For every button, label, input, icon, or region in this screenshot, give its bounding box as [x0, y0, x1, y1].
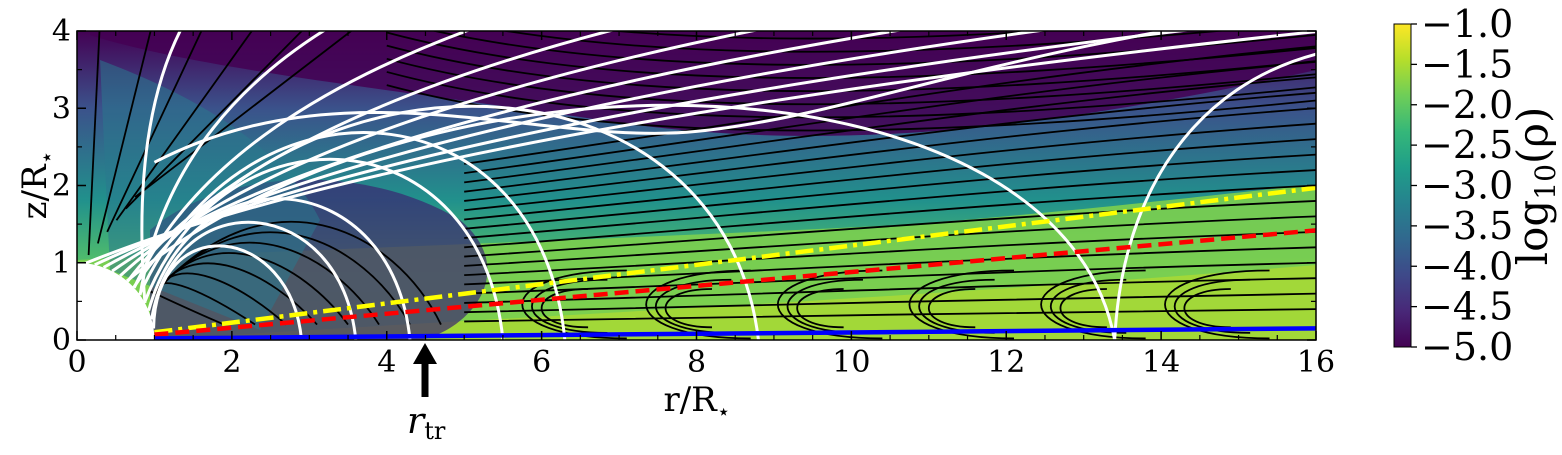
x-tick-label: 12 [987, 345, 1025, 380]
colorbar-tick-label: −1.5 [1421, 42, 1513, 86]
y-axis-ticks: 0 1 2 3 4 [52, 14, 1316, 358]
closed-field-line [150, 220, 358, 340]
streamline [464, 292, 1316, 314]
colorbar-tick-label: −1.0 [1421, 2, 1513, 46]
disk-loop-streamline [1164, 269, 1270, 340]
velocity-streamlines [87, 0, 1316, 340]
outflow-streamline [386, 31, 1316, 79]
polar-streamline [134, 31, 353, 198]
disk-loop-streamline [541, 288, 589, 329]
colorbar-tick-label: −3.0 [1421, 164, 1513, 208]
polar-streamline [106, 31, 203, 233]
y-axis-label: z/R⋆ [15, 151, 60, 220]
outflow-streamline [387, 0, 1316, 25]
x-axis-label: r/R⋆ [663, 380, 730, 425]
x-tick-label: 6 [532, 345, 551, 380]
streamline [464, 308, 1316, 323]
y-tick-label: 4 [52, 14, 71, 49]
closed-field-line [138, 131, 567, 340]
streamline [464, 91, 1316, 193]
upper-field-line [153, 31, 1173, 164]
outflow-streamline [500, 31, 1228, 53]
outflow-streamline [386, 44, 1316, 93]
inner-streamline [153, 221, 442, 325]
streamline [464, 184, 1316, 249]
overlay-line-dashed [154, 228, 1316, 337]
x-tick-label: 0 [67, 345, 86, 380]
outflow-streamline [386, 57, 1316, 106]
colorbar-tick-label: −3.5 [1421, 204, 1513, 248]
streamline [464, 277, 1316, 304]
stellar-surface [77, 262, 155, 340]
disk-loop-streamline [1183, 288, 1231, 329]
colorbar-label: log10(ρ) [1508, 107, 1562, 266]
y-tick-label: 1 [52, 246, 71, 281]
open-field-line [85, 31, 1316, 265]
plot-area [77, 0, 1316, 340]
colorbar-ticks: −1.0−1.5−2.0−2.5−3.0−3.5−4.0−4.5−5.0 [1411, 2, 1513, 369]
overlay-line-dash-dot [154, 185, 1316, 335]
disk-loop-streamline [1059, 288, 1107, 329]
x-tick-label: 2 [222, 345, 241, 380]
x-tick-label: 16 [1297, 345, 1335, 380]
x-tick-label: 14 [1142, 345, 1180, 380]
streamline [464, 230, 1316, 277]
streamline [464, 169, 1316, 239]
polar-streamline [97, 31, 152, 244]
outflow-streamline [606, 31, 1058, 40]
x-axis-ticks: 0 2 4 6 8 10 12 14 16 [67, 31, 1335, 380]
streamline [464, 107, 1316, 202]
disk-loop-streamline [654, 278, 732, 334]
y-tick-label: 3 [52, 91, 71, 126]
streamline [464, 76, 1316, 184]
inner-streamline [149, 290, 225, 326]
polar-streamline [125, 31, 304, 210]
disk-loop-streamline [908, 269, 1014, 340]
polar-streamline [115, 31, 253, 221]
polar-streamline [87, 31, 101, 256]
disk-loop-streamline [796, 288, 844, 329]
streamline [464, 200, 1316, 258]
x-tick-label: 10 [832, 345, 870, 380]
colorbar-tick-label: −2.5 [1421, 123, 1513, 167]
colorbar-tick-label: −5.0 [1421, 325, 1513, 369]
colorbar-tick-label: −4.5 [1421, 285, 1513, 329]
rtr-label: rtr [407, 401, 446, 445]
streamline [464, 61, 1316, 175]
y-tick-label: 2 [52, 169, 71, 204]
outer-field-line [1113, 52, 1316, 340]
colorbar-tick-label: −4.0 [1421, 244, 1513, 288]
disk-loop-streamline [1040, 269, 1146, 340]
rtr-arrow-head [413, 343, 437, 364]
disk-midplane-region [150, 265, 1316, 340]
disk-loop-streamline [664, 288, 712, 329]
streamline [464, 138, 1316, 221]
closed-field-line [125, 103, 1117, 340]
closed-field-line [147, 197, 412, 340]
rtr-annotation: rtr [407, 343, 446, 445]
colorbar-tick-label: −2.0 [1421, 83, 1513, 127]
magnetic-field-lines [85, 31, 1316, 340]
colorbar [1393, 23, 1412, 348]
x-tick-label: 4 [377, 345, 396, 380]
open-field-line [140, 31, 182, 304]
streamline [464, 261, 1316, 295]
streamline [464, 153, 1316, 230]
disk-loop-streamline [928, 288, 976, 329]
y-tick-label: 0 [52, 323, 71, 358]
x-tick-label: 8 [687, 345, 706, 380]
